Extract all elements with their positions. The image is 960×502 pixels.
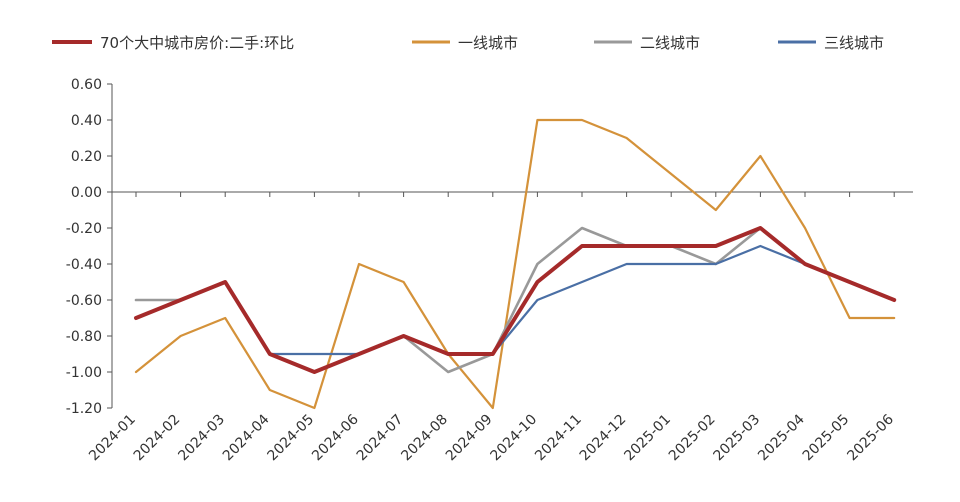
x-tick-label: 2024-10 — [488, 412, 541, 465]
series-line — [134, 226, 896, 374]
y-tick-label: 0.60 — [71, 77, 102, 93]
legend-item: 70个大中城市房价:二手:环比 — [52, 34, 294, 52]
legend-label: 三线城市 — [824, 34, 884, 52]
x-tick-label: 2024-11 — [532, 412, 585, 465]
y-tick-label: 0.00 — [71, 185, 102, 201]
y-tick-label: -0.80 — [66, 329, 102, 345]
series-line — [134, 226, 897, 374]
y-tick-label: -1.00 — [66, 365, 102, 381]
legend-label: 二线城市 — [640, 34, 700, 52]
x-tick-label: 2024-01 — [86, 412, 139, 465]
x-tick-label: 2024-05 — [265, 412, 318, 465]
x-tick-label: 2024-07 — [354, 412, 407, 465]
x-tick-label: 2025-06 — [844, 411, 897, 464]
x-tick-label: 2024-12 — [577, 412, 630, 465]
y-axis: 0.60 0.40 0.20 0.00 -0.20 -0.40 -0.60 -0.80 -1.0… — [66, 77, 113, 417]
y-tick-label: -0.20 — [66, 221, 102, 237]
x-tick-label: 2024-09 — [443, 412, 496, 465]
x-tick-label: 2025-05 — [800, 412, 853, 465]
x-tick-label: 2025-02 — [666, 412, 719, 465]
legend-item: 三线城市 — [778, 34, 884, 52]
x-tick-label: 2024-08 — [398, 412, 451, 465]
x-axis: 2024-012024-022024-032024-042024-052024-… — [86, 191, 913, 465]
x-tick-label: 2024-03 — [175, 412, 228, 465]
legend-item: 二线城市 — [594, 34, 700, 52]
y-tick-label: 0.40 — [71, 113, 102, 129]
y-tick-label: -0.40 — [66, 257, 102, 273]
x-tick-label: 2025-04 — [755, 411, 808, 464]
y-tick-label: -1.20 — [66, 401, 102, 417]
legend-label: 一线城市 — [458, 34, 518, 52]
series-lines — [134, 118, 897, 410]
x-tick-label: 2025-03 — [711, 412, 764, 465]
x-tick-label: 2024-06 — [309, 411, 362, 464]
x-tick-label: 2024-02 — [131, 412, 184, 465]
y-tick-label: -0.60 — [66, 293, 102, 309]
series-line — [134, 118, 896, 410]
y-tick-label: 0.20 — [71, 149, 102, 165]
x-tick-label: 2025-01 — [621, 412, 674, 465]
legend-item: 一线城市 — [412, 34, 518, 52]
legend-label: 70个大中城市房价:二手:环比 — [100, 34, 294, 52]
legend: 70个大中城市房价:二手:环比 一线城市 二线城市 三线城市 — [52, 34, 884, 52]
x-tick-label: 2024-04 — [220, 411, 273, 464]
